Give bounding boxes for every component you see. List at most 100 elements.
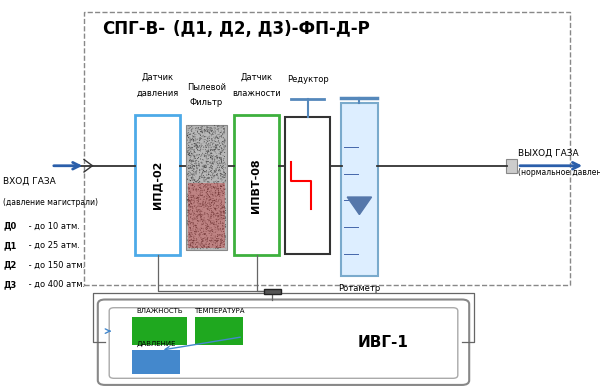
Point bbox=[202, 169, 211, 175]
Point bbox=[217, 128, 226, 134]
Text: - до 400 атм.: - до 400 атм. bbox=[26, 280, 85, 289]
Point bbox=[219, 141, 229, 147]
Point bbox=[197, 203, 206, 209]
Point bbox=[184, 149, 193, 155]
Point bbox=[188, 239, 197, 246]
Point bbox=[198, 212, 208, 218]
Point bbox=[187, 194, 196, 200]
Point bbox=[184, 133, 193, 139]
Point bbox=[187, 141, 197, 147]
Point bbox=[193, 213, 202, 219]
Point bbox=[209, 179, 219, 185]
Point bbox=[199, 181, 208, 188]
Point bbox=[205, 152, 214, 158]
Point bbox=[201, 210, 211, 216]
Point bbox=[205, 171, 215, 177]
Point bbox=[185, 227, 195, 233]
Point bbox=[212, 225, 222, 231]
Point bbox=[216, 207, 226, 213]
Point bbox=[209, 197, 219, 204]
Point bbox=[196, 241, 206, 247]
Point bbox=[218, 203, 228, 209]
Point bbox=[201, 144, 211, 150]
Point bbox=[191, 161, 201, 167]
Point bbox=[217, 215, 226, 221]
Point bbox=[183, 222, 193, 228]
Point bbox=[205, 193, 214, 200]
Point bbox=[206, 124, 216, 131]
Point bbox=[209, 221, 218, 227]
Point bbox=[191, 235, 201, 241]
Point bbox=[191, 223, 200, 229]
Point bbox=[203, 135, 212, 142]
Point bbox=[200, 154, 209, 160]
Text: Ротаметр: Ротаметр bbox=[338, 284, 380, 292]
Point bbox=[216, 244, 226, 250]
Text: Д2: Д2 bbox=[3, 261, 16, 269]
Point bbox=[193, 162, 203, 168]
Point bbox=[218, 139, 228, 145]
Point bbox=[202, 226, 211, 232]
Point bbox=[208, 189, 218, 195]
Point bbox=[208, 170, 217, 177]
Point bbox=[212, 199, 222, 205]
Point bbox=[200, 133, 209, 140]
Point bbox=[187, 174, 196, 181]
Point bbox=[191, 244, 200, 250]
Point bbox=[184, 135, 193, 141]
Point bbox=[200, 128, 210, 134]
FancyBboxPatch shape bbox=[188, 183, 225, 248]
Point bbox=[184, 177, 194, 183]
Point bbox=[191, 164, 201, 170]
Point bbox=[194, 211, 203, 217]
Point bbox=[197, 174, 207, 181]
Point bbox=[218, 173, 228, 179]
Point bbox=[187, 193, 196, 199]
Point bbox=[211, 134, 221, 140]
Point bbox=[193, 142, 202, 149]
Point bbox=[197, 135, 206, 141]
Point bbox=[184, 203, 193, 209]
Point bbox=[189, 142, 199, 149]
Point bbox=[196, 188, 206, 194]
Point bbox=[203, 213, 213, 219]
Point bbox=[198, 225, 208, 231]
Point bbox=[203, 181, 212, 188]
Text: ДАВЛЕНИЕ: ДАВЛЕНИЕ bbox=[136, 341, 176, 347]
Point bbox=[215, 129, 225, 136]
Point bbox=[211, 144, 220, 150]
Point bbox=[187, 123, 197, 129]
Point bbox=[203, 129, 212, 135]
Point bbox=[208, 155, 217, 161]
Point bbox=[195, 142, 205, 149]
Point bbox=[203, 171, 213, 177]
Point bbox=[202, 245, 211, 251]
Point bbox=[191, 136, 200, 142]
Point bbox=[204, 127, 214, 133]
Point bbox=[214, 191, 224, 198]
Point bbox=[196, 200, 205, 206]
Point bbox=[221, 165, 230, 171]
Point bbox=[200, 164, 209, 170]
Point bbox=[189, 222, 199, 229]
Point bbox=[195, 135, 205, 141]
Point bbox=[198, 150, 208, 156]
Point bbox=[194, 245, 204, 251]
Point bbox=[185, 241, 195, 247]
Point bbox=[194, 159, 203, 165]
Point bbox=[186, 152, 196, 159]
Point bbox=[184, 159, 194, 165]
Point bbox=[208, 172, 217, 178]
Point bbox=[183, 176, 193, 182]
Point bbox=[187, 146, 196, 152]
Point bbox=[189, 192, 199, 199]
Point bbox=[218, 163, 228, 169]
Point bbox=[211, 238, 220, 244]
Point bbox=[192, 179, 202, 185]
Point bbox=[184, 223, 193, 229]
Point bbox=[209, 213, 218, 220]
Point bbox=[217, 188, 226, 194]
Point bbox=[186, 242, 196, 248]
Point bbox=[205, 125, 215, 131]
Point bbox=[213, 126, 223, 132]
